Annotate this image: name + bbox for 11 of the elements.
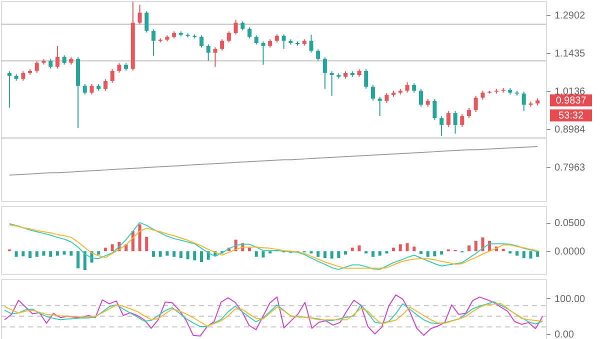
y-tick-label: 0.00 bbox=[554, 329, 574, 339]
y-tick-label: 0.0000 bbox=[554, 246, 586, 258]
y-tick-label: 100.00 bbox=[554, 294, 586, 305]
y-tick-label: 1.1435 bbox=[554, 48, 586, 60]
text: 0.9837 bbox=[556, 95, 587, 106]
y-tick-label: 0.8984 bbox=[554, 124, 586, 136]
y-tick-label: 0.7963 bbox=[554, 162, 586, 174]
y-tick-label: 1.0136 bbox=[554, 86, 586, 98]
text: 53:32 bbox=[558, 110, 584, 122]
y-tick-label: 0.0500 bbox=[554, 218, 586, 230]
y-tick-label: 1.2902 bbox=[554, 10, 586, 22]
